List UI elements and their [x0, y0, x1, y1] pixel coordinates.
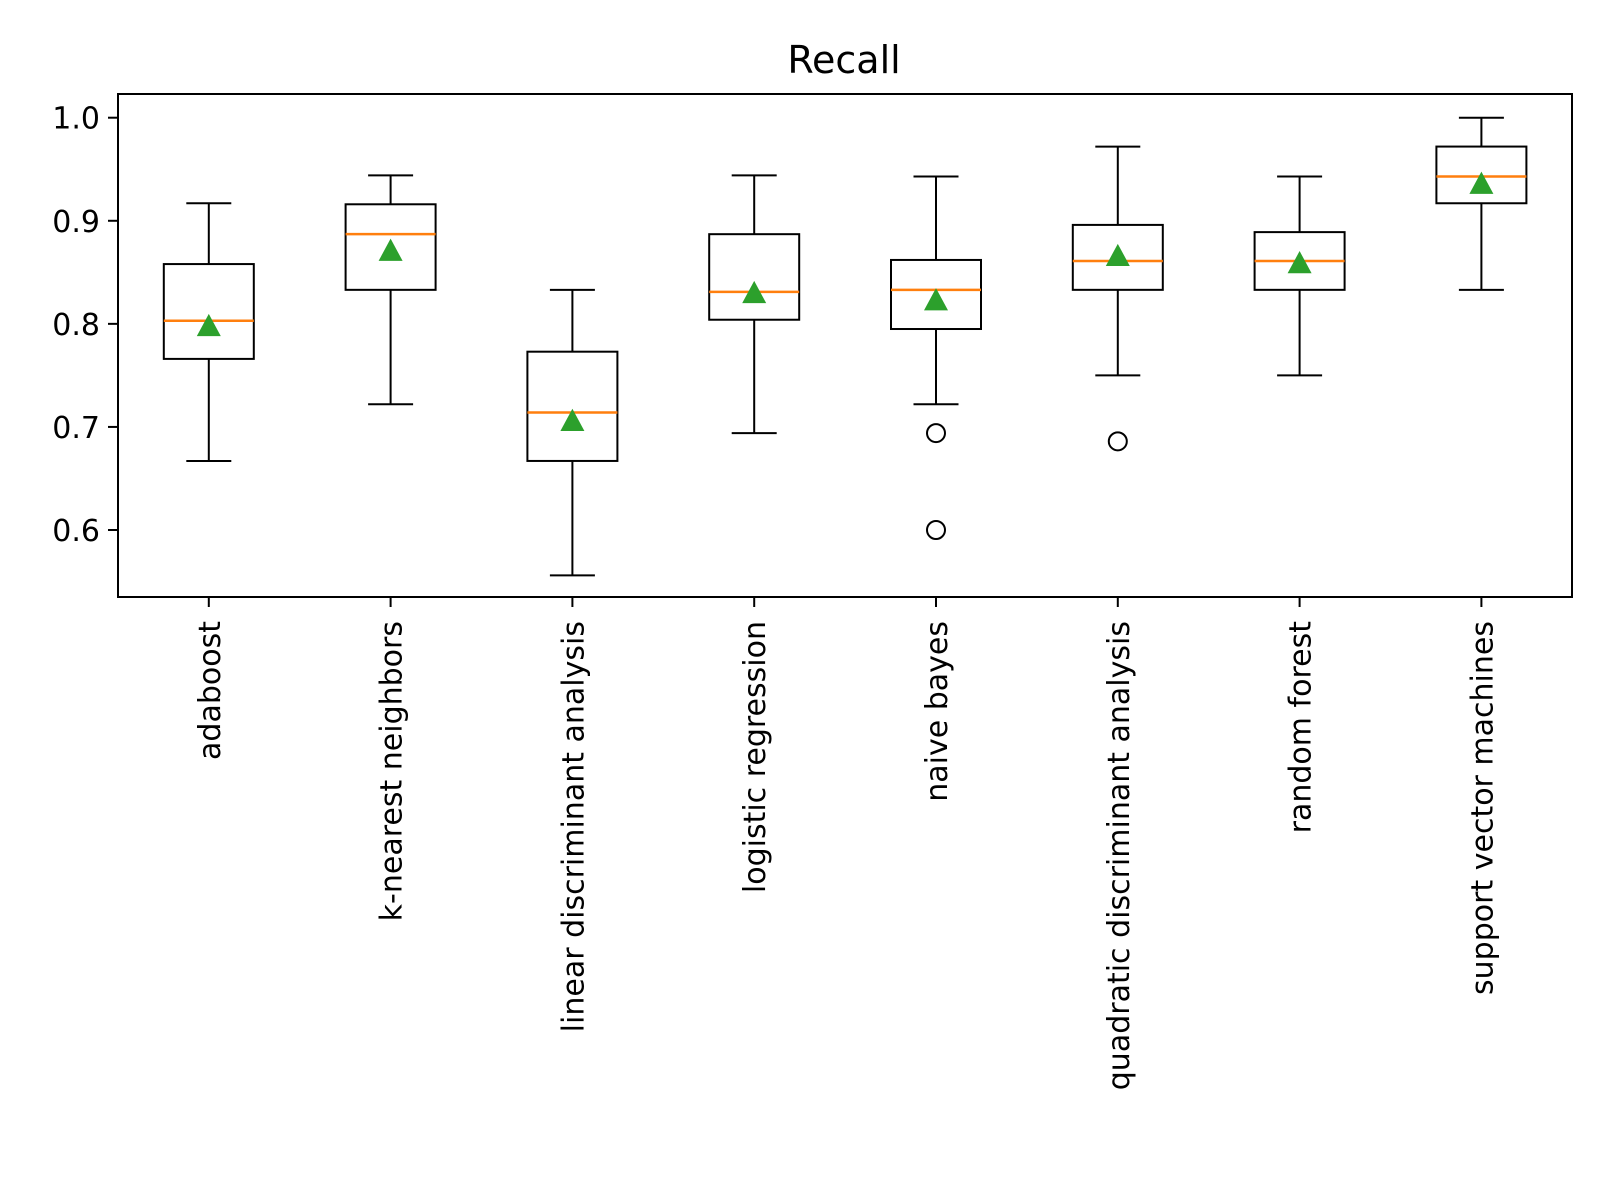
iqr-box — [526, 350, 619, 462]
x-tick-label: quadratic discriminant analysis — [1102, 621, 1137, 1090]
boxes-layer — [162, 116, 1528, 577]
mean-marker — [196, 313, 221, 337]
mean-marker — [1287, 251, 1312, 274]
mean-marker — [924, 288, 948, 311]
box-group — [162, 202, 255, 462]
iqr-box — [162, 263, 255, 360]
iqr-box — [1071, 223, 1164, 291]
box-group — [708, 174, 801, 435]
y-axis: 0.6 0.7 0.8 0.9 1.0 — [52, 102, 118, 549]
x-tick-label: linear discriminant analysis — [556, 621, 591, 1032]
y-tick-label: 0.7 — [52, 411, 100, 446]
y-tick-label: 0.6 — [52, 514, 100, 549]
box-group — [1253, 175, 1346, 377]
outlier-point — [926, 423, 946, 444]
chart-title: Recall — [787, 38, 900, 82]
y-tick-label: 1.0 — [52, 102, 100, 137]
y-tick-label: 0.8 — [52, 308, 100, 343]
box-group — [1071, 145, 1164, 452]
mean-marker — [742, 280, 767, 304]
x-tick-label: support vector machines — [1465, 621, 1500, 995]
x-axis: adaboost k-nearest neighbors linear discri… — [193, 597, 1500, 1090]
x-tick-label: random forest — [1284, 621, 1319, 834]
box-group — [526, 288, 619, 577]
y-tick-label: 0.9 — [52, 205, 100, 240]
box-group — [890, 175, 982, 541]
outlier-point — [1107, 431, 1128, 452]
plot-area-frame — [117, 93, 1573, 598]
iqr-box — [708, 233, 801, 321]
mean-marker — [1469, 171, 1494, 194]
mean-marker — [378, 238, 403, 261]
mean-marker — [560, 408, 585, 431]
x-tick-label: logistic regression — [738, 621, 773, 893]
x-tick-label: k-nearest neighbors — [375, 621, 410, 921]
mean-marker — [1105, 243, 1130, 267]
box-group — [1435, 116, 1528, 291]
x-tick-label: naive bayes — [920, 621, 955, 802]
x-tick-label: adaboost — [193, 621, 228, 760]
box-group — [344, 174, 437, 406]
outlier-point — [926, 520, 946, 541]
